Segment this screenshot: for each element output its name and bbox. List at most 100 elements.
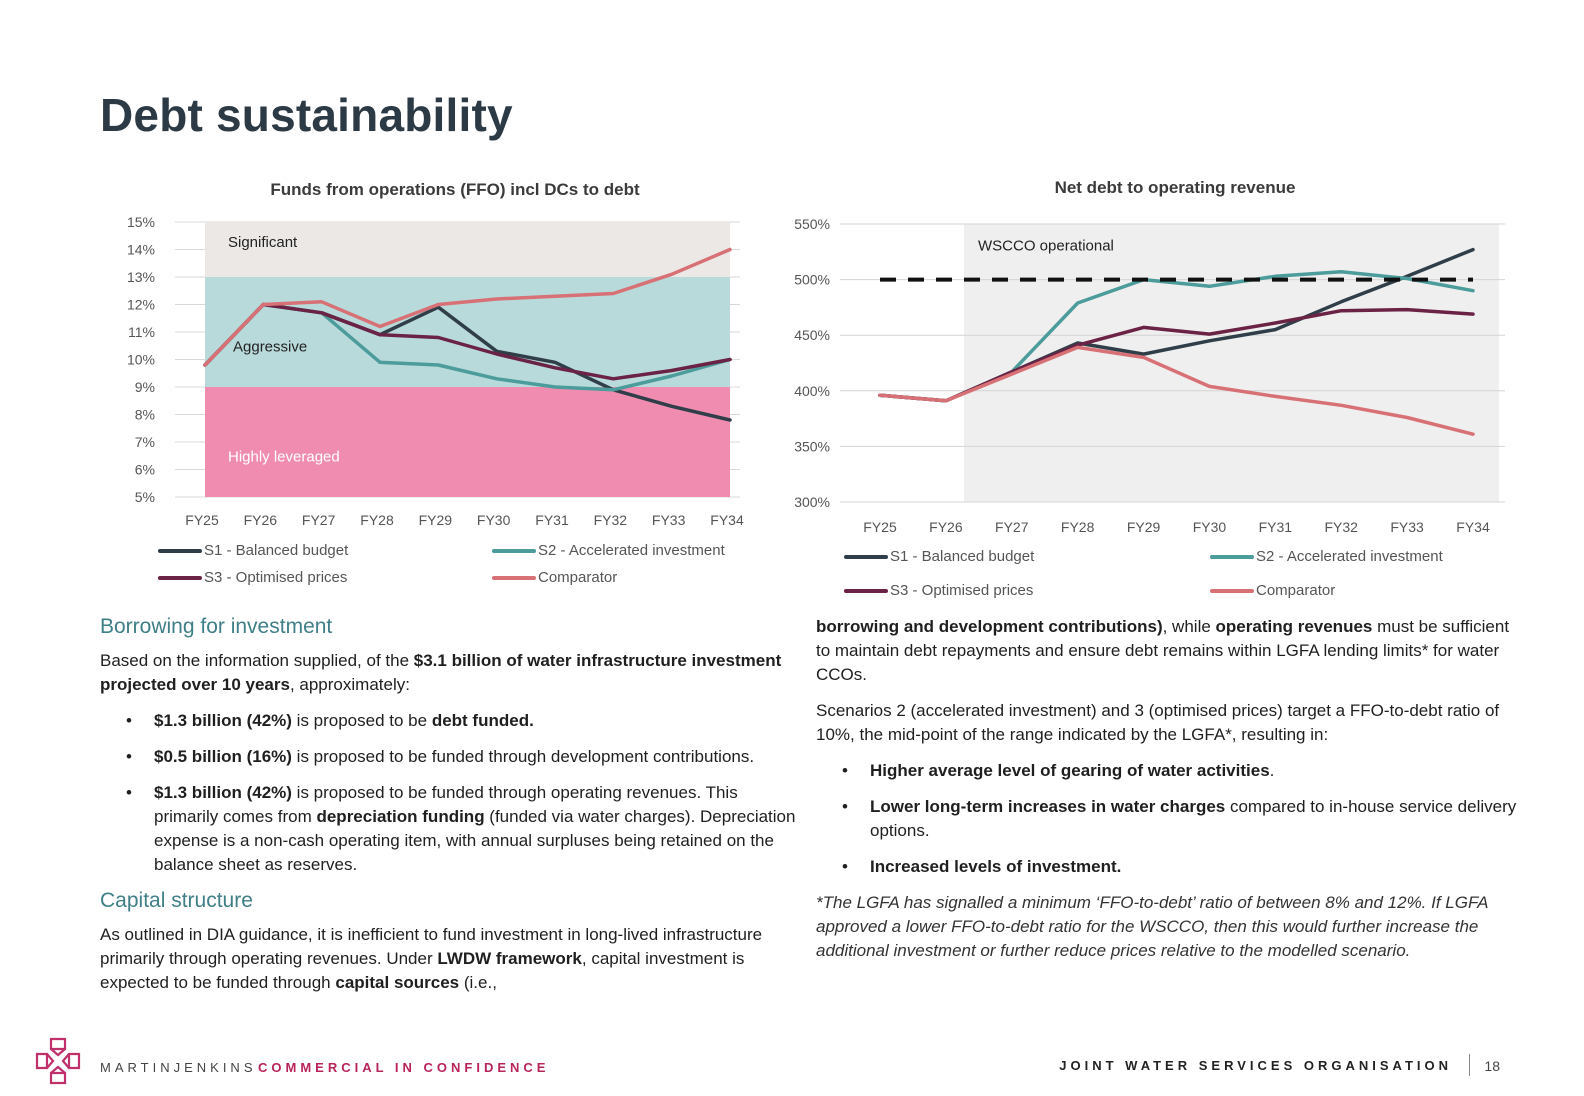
risk-band	[205, 222, 730, 277]
legend-swatch	[492, 548, 536, 553]
list-item: $1.3 billion (42%) is proposed to be fun…	[126, 781, 805, 877]
x-tick-label: FY28	[1061, 519, 1095, 535]
bullet-bold: Increased levels of investment.	[870, 857, 1122, 876]
p1-bold: borrowing and development contributions)	[816, 617, 1163, 636]
x-tick-label: FY32	[594, 512, 628, 528]
bullet-bold: $0.5 billion (16%)	[154, 747, 292, 766]
legend-label: S3 - Optimised prices	[204, 569, 348, 586]
bullet-bold: debt funded.	[431, 711, 534, 730]
band-label: Highly leveraged	[228, 448, 340, 465]
result-bullets: Higher average level of gearing of water…	[816, 759, 1521, 879]
legend-label: S1 - Balanced budget	[204, 542, 349, 559]
chart1-legend-item-s2: S2 - Accelerated investment	[492, 542, 725, 559]
bullet-text: is proposed to be	[291, 711, 432, 730]
x-tick-label: FY25	[185, 512, 219, 528]
net-debt-to-revenue-chart: 550% 500% 450% 400% 350% 300% WSCCO operationa…	[794, 216, 1505, 535]
x-tick-label: FY31	[1259, 519, 1293, 535]
cap-text: As outlined in DIA guidance, it is ineff…	[100, 925, 763, 968]
x-tick-label: FY32	[1324, 519, 1358, 535]
cap-text: , capital investment is expected to be f…	[100, 949, 745, 992]
lgfa-footnote: *The LGFA has signalled a minimum ‘FFO-t…	[816, 893, 1488, 960]
bullet-bold: $1.3 billion (42%)	[154, 711, 292, 730]
bullet-bold: Higher average level of gearing of water…	[870, 761, 1270, 780]
x-tick-label: FY28	[360, 512, 394, 528]
bullet-bold: depreciation funding	[316, 807, 485, 826]
chart1-legend-item-s3: S3 - Optimised prices	[158, 569, 347, 586]
right-para-1: borrowing and development contributions)…	[816, 615, 1521, 687]
legend-swatch	[844, 554, 888, 559]
footer-divider	[1469, 1054, 1470, 1076]
capital-structure-heading: Capital structure	[100, 889, 253, 912]
bullet-text: is proposed to be funded through operati…	[154, 783, 738, 826]
cap-bold: capital sources	[335, 973, 460, 992]
y-tick-label: 11%	[128, 324, 155, 340]
p1-bold: operating revenues	[1215, 617, 1373, 636]
chart2-legend-item-s2: S2 - Accelerated investment	[1210, 548, 1443, 565]
bullet-text: compared to in-house service delivery op…	[870, 797, 1517, 840]
chart2-legend: S1 - Balanced budget S2 - Accelerated in…	[844, 548, 1524, 604]
y-tick-label: 450%	[794, 327, 830, 343]
risk-band	[205, 277, 730, 387]
y-tick-label: 12%	[127, 297, 155, 313]
list-item: Lower long-term increases in water charg…	[842, 795, 1521, 843]
list-item: $0.5 billion (16%) is proposed to be fun…	[126, 745, 805, 769]
x-tick-label: FY30	[477, 512, 511, 528]
series-line	[203, 247, 732, 367]
region-label: WSCCO operational	[978, 238, 1114, 255]
x-tick-label: FY26	[244, 512, 278, 528]
band-label: Significant	[228, 234, 298, 251]
x-tick-label: FY30	[1193, 519, 1227, 535]
page-title: Debt sustainability	[100, 89, 513, 141]
x-tick-label: FY31	[535, 512, 569, 528]
borrowing-heading: Borrowing for investment	[100, 615, 333, 638]
y-tick-label: 350%	[794, 438, 830, 454]
intro-text-end: , approximately:	[289, 675, 410, 694]
right-para-2: Scenarios 2 (accelerated investment) and…	[816, 701, 1500, 744]
x-tick-label: FY29	[419, 512, 453, 528]
y-tick-label: 5%	[135, 489, 155, 505]
y-tick-label: 15%	[127, 214, 155, 230]
confidential-label: COMMERCIAL IN CONFIDENCE	[258, 1060, 550, 1075]
bullet-text: is proposed to be funded through develop…	[291, 747, 755, 766]
legend-swatch	[492, 575, 536, 580]
series-line	[203, 302, 732, 381]
chart2-legend-item-s1: S1 - Balanced budget	[844, 548, 1034, 565]
legend-label: S2 - Accelerated investment	[538, 542, 725, 559]
organisation-name: JOINT WATER SERVICES ORGANISATION	[1059, 1058, 1452, 1073]
x-tick-label: FY34	[1456, 519, 1490, 535]
legend-label: Comparator	[538, 569, 618, 586]
chart1-legend-item-s1: S1 - Balanced budget	[158, 542, 348, 559]
x-tick-label: FY25	[863, 519, 897, 535]
chart1-title: Funds from operations (FFO) incl DCs to …	[270, 180, 640, 199]
y-tick-label: 10%	[127, 352, 155, 368]
y-tick-label: 9%	[135, 379, 155, 395]
cap-text: (i.e.,	[459, 973, 497, 992]
x-tick-label: FY33	[652, 512, 686, 528]
chart2-legend-item-comparator: Comparator	[1210, 582, 1335, 599]
y-tick-label: 400%	[794, 383, 830, 399]
right-text-column: borrowing and development contributions)…	[816, 615, 1521, 975]
y-tick-label: 7%	[135, 434, 155, 450]
y-tick-label: 500%	[794, 272, 830, 288]
martinjenkins-logo-icon	[35, 1037, 81, 1085]
list-item: $1.3 billion (42%) is proposed to be deb…	[126, 709, 805, 733]
series-line	[878, 345, 1475, 436]
legend-label: S3 - Optimised prices	[890, 582, 1034, 599]
y-tick-label: 8%	[135, 407, 155, 423]
legend-label: S2 - Accelerated investment	[1256, 548, 1443, 565]
chart2-legend-item-s3: S3 - Optimised prices	[844, 582, 1033, 599]
bullet-bold: $1.3 billion (42%)	[154, 783, 292, 802]
y-tick-label: 300%	[794, 494, 830, 510]
y-tick-label: 550%	[794, 216, 830, 232]
wscco-operational-region	[964, 224, 1499, 502]
brand-name: MARTINJENKINS	[100, 1060, 257, 1075]
legend-swatch	[1210, 554, 1254, 559]
chart2-title: Net debt to operating revenue	[1054, 178, 1296, 197]
band-label: Aggressive	[233, 338, 307, 355]
left-text-column: Borrowing for investment Based on the in…	[100, 615, 805, 1007]
chart1-legend-item-comparator: Comparator	[492, 569, 617, 586]
x-tick-label: FY27	[302, 512, 336, 528]
cap-bold: LWDW framework	[437, 949, 582, 968]
funding-bullets: $1.3 billion (42%) is proposed to be deb…	[100, 709, 805, 877]
list-item: Increased levels of investment.	[842, 855, 1521, 879]
